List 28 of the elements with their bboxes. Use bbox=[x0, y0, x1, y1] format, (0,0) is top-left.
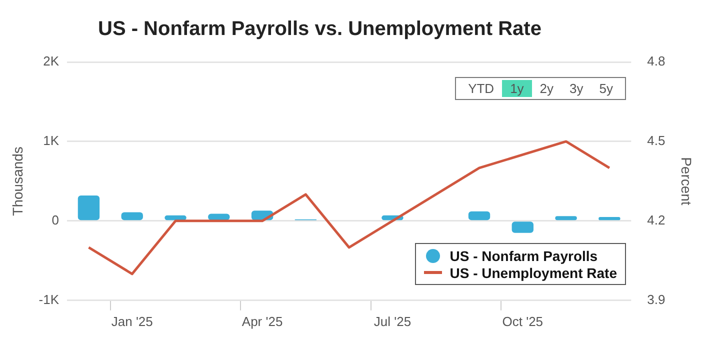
y-tick-label: -1K bbox=[38, 292, 60, 307]
bar bbox=[598, 216, 620, 220]
x-tick-label: Jul '25 bbox=[374, 314, 412, 329]
y2-tick-label: 3.9 bbox=[647, 292, 666, 307]
y-axis-title: Thousands bbox=[9, 146, 26, 216]
bar bbox=[512, 222, 534, 233]
annotation: 1y bbox=[502, 80, 532, 97]
y-tick-label: 2K bbox=[43, 54, 60, 69]
chart-title: US - Nonfarm Payrolls vs. Unemployment Rate bbox=[98, 18, 542, 41]
y2-tick-label: 4.5 bbox=[647, 133, 666, 148]
bar bbox=[78, 196, 100, 220]
annotation: 3y bbox=[568, 80, 584, 97]
x-tick-label: Apr '25 bbox=[242, 314, 283, 329]
y2-tick-label: 4.2 bbox=[647, 212, 666, 228]
bar bbox=[555, 216, 577, 220]
x-tick-label: Jan '25 bbox=[111, 314, 153, 329]
annotation: YTD bbox=[467, 80, 496, 97]
annotation: 5y bbox=[598, 80, 614, 97]
annotation: 2y bbox=[538, 80, 555, 97]
y2-axis-title: Percent bbox=[678, 157, 695, 206]
y-tick-label: 1K bbox=[43, 133, 60, 148]
y2-tick-label: 4.8 bbox=[647, 54, 666, 69]
y-tick-label: 0 bbox=[52, 212, 60, 228]
bar bbox=[468, 211, 490, 220]
legend-label: US - Unemployment Rate bbox=[450, 264, 617, 280]
bar bbox=[121, 212, 143, 220]
x-tick-label: Oct '25 bbox=[502, 314, 544, 329]
legend-label: US - Nonfarm Payrolls bbox=[450, 248, 598, 264]
